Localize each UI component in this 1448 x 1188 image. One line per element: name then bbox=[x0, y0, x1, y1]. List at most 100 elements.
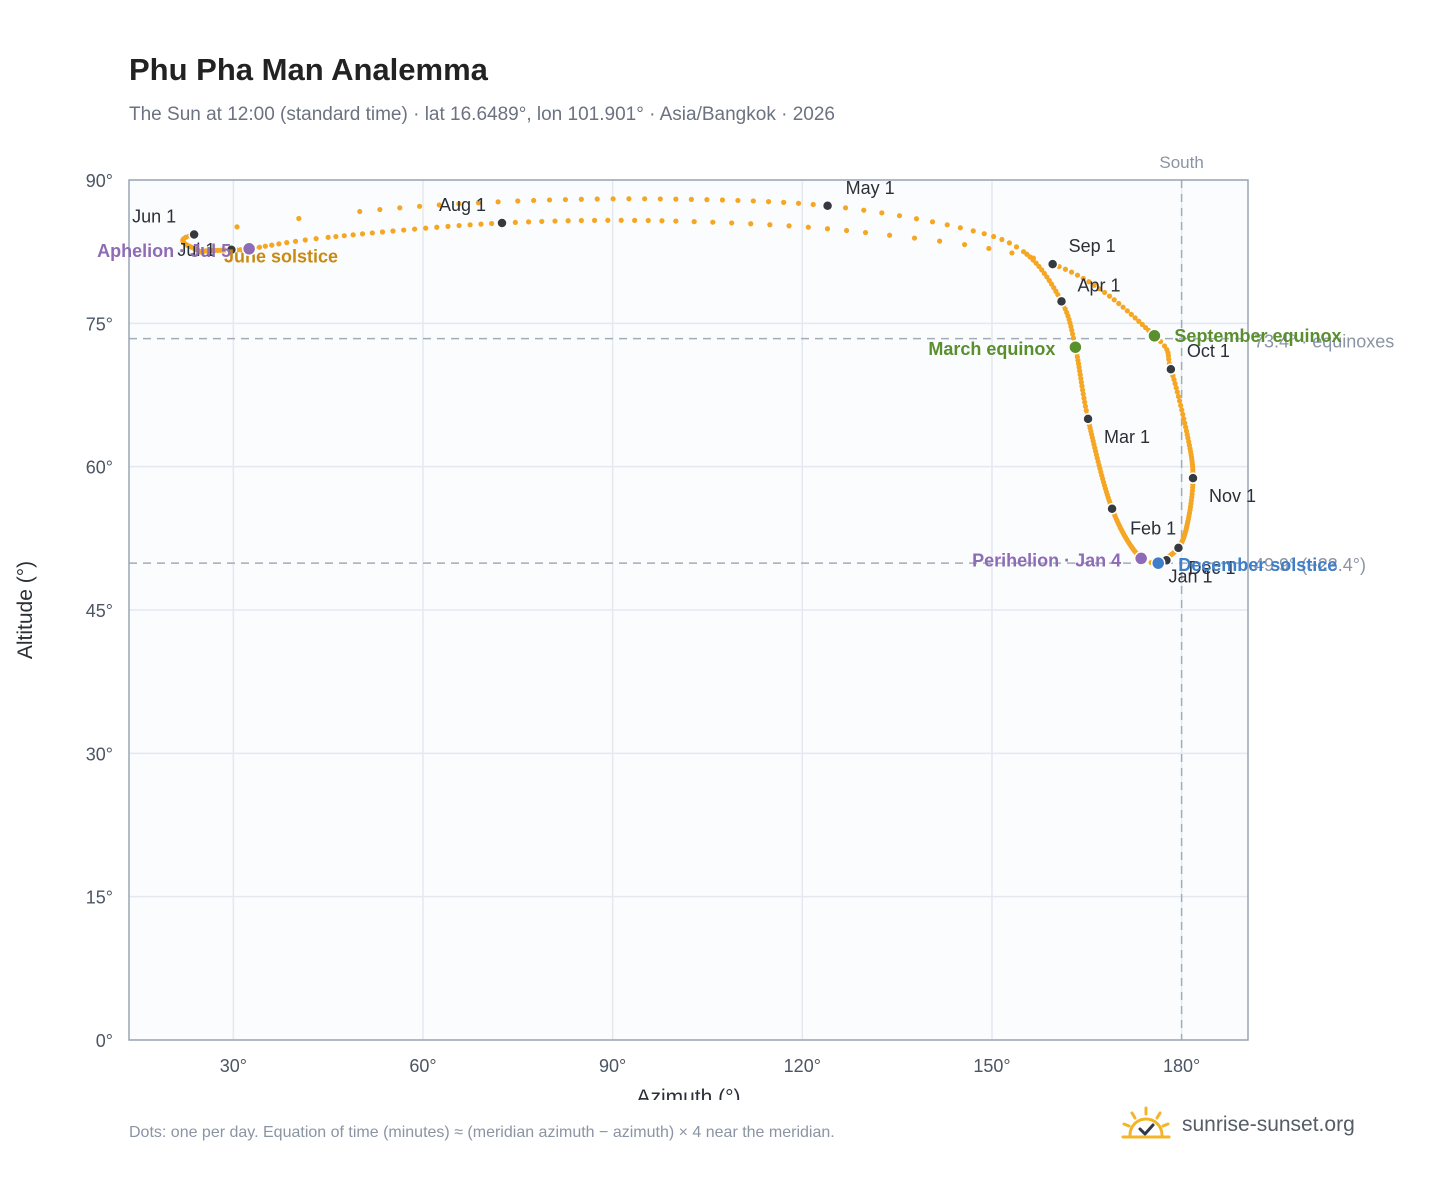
daily-dot bbox=[887, 232, 893, 238]
equinox-altitude-label: 73.4° · equinoxes bbox=[1254, 332, 1394, 352]
month-marker bbox=[1046, 258, 1059, 270]
daily-dot bbox=[276, 241, 282, 247]
solstice_june-label: June solstice bbox=[224, 247, 338, 267]
daily-dot bbox=[1081, 395, 1087, 401]
daily-dot bbox=[445, 223, 451, 229]
daily-dot bbox=[341, 233, 347, 239]
equinox-label: March equinox bbox=[928, 339, 1055, 359]
daily-dot bbox=[1020, 249, 1027, 255]
month-label: Apr 1 bbox=[1078, 275, 1121, 295]
daily-dot bbox=[1013, 244, 1020, 250]
daily-dot bbox=[292, 238, 299, 244]
daily-dot bbox=[546, 197, 553, 203]
apsis-label: Perihelion · Jan 4 bbox=[972, 550, 1121, 570]
daily-dot bbox=[1096, 286, 1103, 292]
daily-dot bbox=[719, 197, 726, 203]
daily-dot bbox=[1182, 420, 1188, 426]
equinox-label: September equinox bbox=[1174, 326, 1341, 346]
daily-dot bbox=[562, 196, 569, 203]
daily-dot bbox=[1166, 356, 1172, 362]
chart-subtitle: The Sun at 12:00 (standard time) · lat 1… bbox=[129, 104, 835, 125]
daily-dot bbox=[805, 224, 811, 230]
daily-dot bbox=[296, 215, 302, 222]
daily-dot bbox=[416, 203, 423, 209]
daily-dot bbox=[1183, 424, 1189, 430]
daily-dot bbox=[234, 224, 240, 230]
daily-dot bbox=[748, 221, 754, 227]
daily-dot bbox=[565, 218, 571, 224]
solstice_dec-label: December solstice bbox=[1178, 555, 1337, 575]
daily-dot bbox=[1006, 240, 1012, 246]
daily-dot bbox=[1139, 321, 1145, 328]
daily-dot bbox=[269, 242, 275, 248]
month-marker bbox=[1165, 363, 1177, 375]
daily-dot bbox=[1080, 275, 1086, 282]
daily-dot bbox=[626, 196, 632, 202]
daily-dot bbox=[843, 227, 850, 234]
month-label: Jan 1 bbox=[1168, 566, 1212, 586]
brand-name: sunrise-sunset.org bbox=[1182, 1113, 1355, 1136]
analemma-chart: 30° 60° 90° 120° 150° 180° 0° 15° 30° 45° 60° 75° 90… bbox=[14, 153, 1394, 1100]
daily-dot bbox=[735, 197, 741, 204]
month-marker bbox=[1106, 502, 1118, 515]
daily-dot bbox=[1171, 376, 1177, 383]
daily-dot bbox=[645, 217, 651, 224]
daily-dot bbox=[456, 222, 462, 229]
daily-dot bbox=[401, 227, 407, 233]
daily-dot bbox=[986, 245, 992, 252]
daily-dot bbox=[605, 217, 611, 223]
december-altitude-label: 49.9° (−23.4°) bbox=[1254, 555, 1366, 575]
daily-dot bbox=[1124, 308, 1130, 314]
brand[interactable]: sunrise-sunset.org bbox=[1120, 1100, 1355, 1150]
month-label: Dec 1 bbox=[1188, 558, 1235, 578]
y-tick-label: 90° bbox=[86, 171, 113, 191]
daily-dot bbox=[1173, 385, 1179, 391]
daily-dot bbox=[412, 226, 418, 232]
month-marker bbox=[821, 200, 834, 212]
daily-dot bbox=[795, 200, 802, 206]
daily-dot bbox=[1078, 379, 1084, 385]
daily-dot bbox=[531, 197, 537, 204]
daily-dot bbox=[1136, 318, 1142, 324]
daily-dot bbox=[578, 217, 584, 224]
apsis-marker bbox=[1133, 551, 1149, 566]
daily-dot bbox=[578, 196, 584, 202]
sun-check-icon bbox=[1121, 1106, 1171, 1139]
x-tick-label: 150° bbox=[973, 1056, 1010, 1076]
daily-dot bbox=[1175, 393, 1182, 400]
daily-dot bbox=[688, 196, 694, 202]
month-marker bbox=[1055, 295, 1068, 308]
x-tick-label: 30° bbox=[220, 1056, 247, 1076]
daily-dot bbox=[1111, 297, 1117, 303]
daily-dot bbox=[369, 230, 375, 236]
y-tick-label: 30° bbox=[86, 744, 113, 764]
daily-dot bbox=[1009, 250, 1015, 256]
daily-dot bbox=[786, 223, 792, 229]
month-label: May 1 bbox=[846, 178, 895, 198]
x-tick-label: 60° bbox=[409, 1056, 436, 1076]
daily-dot bbox=[325, 234, 331, 240]
daily-dot bbox=[1176, 398, 1183, 404]
daily-dot bbox=[377, 206, 383, 213]
daily-dot bbox=[1070, 335, 1077, 341]
apsis-label: Aphelion · Jul 5 bbox=[97, 241, 231, 261]
daily-dot bbox=[1120, 304, 1126, 310]
daily-dot bbox=[911, 235, 918, 241]
x-tick-label: 120° bbox=[784, 1056, 821, 1076]
daily-dot bbox=[1174, 389, 1180, 395]
daily-dot bbox=[610, 196, 616, 202]
daily-dot bbox=[1074, 272, 1081, 278]
daily-dot bbox=[704, 197, 710, 203]
daily-dot bbox=[436, 202, 442, 208]
daily-dot bbox=[879, 210, 885, 216]
daily-dot bbox=[525, 219, 532, 225]
daily-dot bbox=[970, 228, 976, 234]
daily-dot bbox=[591, 217, 598, 223]
daily-dot bbox=[423, 225, 429, 231]
daily-dot bbox=[284, 240, 290, 246]
month-label: Mar 1 bbox=[1104, 427, 1150, 447]
daily-dot bbox=[944, 222, 950, 228]
daily-dot bbox=[1181, 416, 1187, 422]
solstice_dec-marker bbox=[1150, 555, 1166, 571]
daily-dot bbox=[1083, 407, 1089, 414]
